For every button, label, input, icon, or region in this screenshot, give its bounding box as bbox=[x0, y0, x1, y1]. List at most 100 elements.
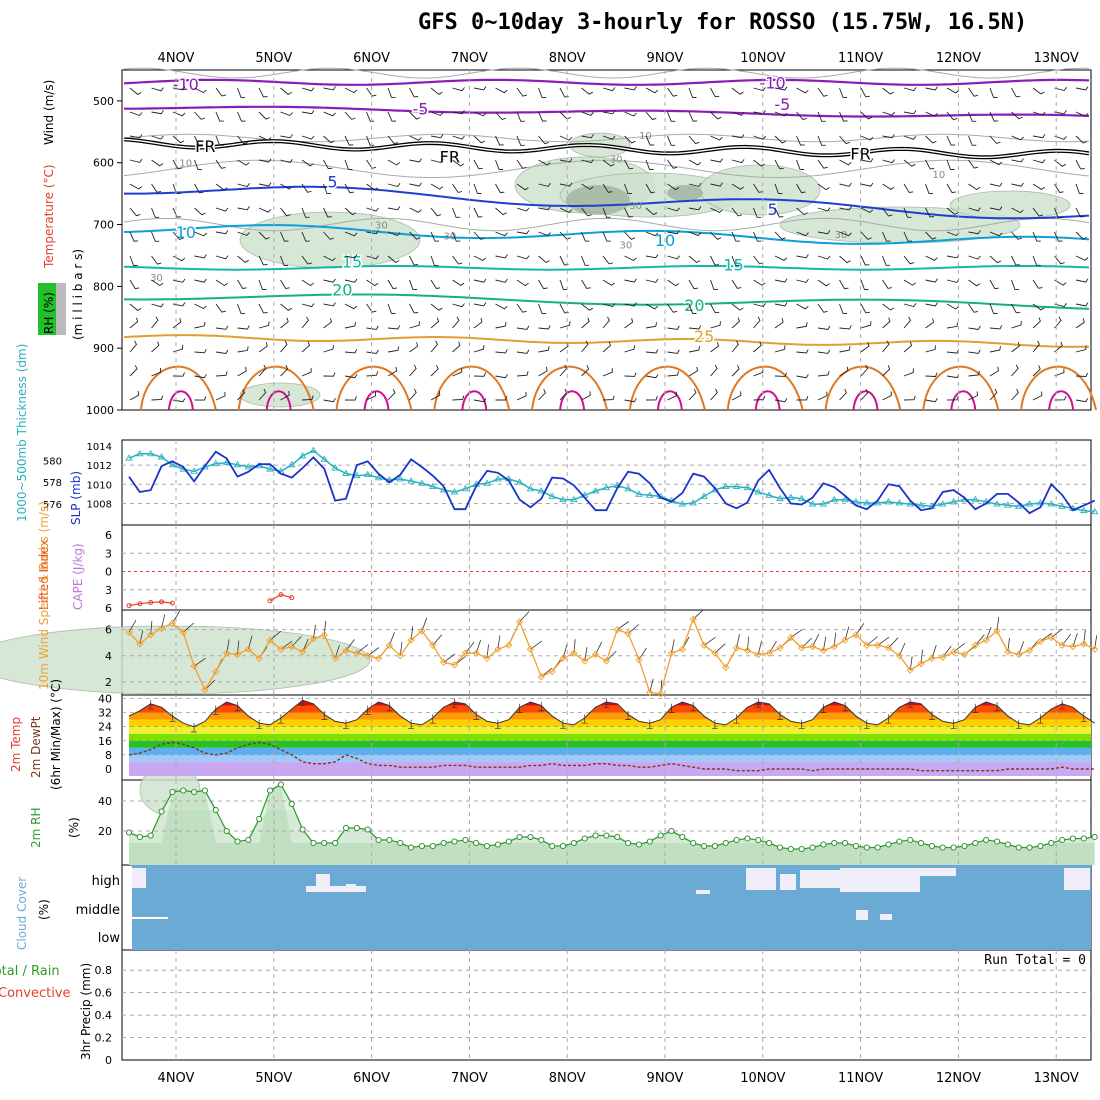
wind-barb bbox=[366, 325, 379, 330]
wind-barb bbox=[516, 391, 527, 401]
wind10-marker bbox=[841, 636, 849, 644]
wind-barb bbox=[280, 183, 293, 190]
wind-barb bbox=[129, 279, 140, 290]
temp-band bbox=[129, 761, 1091, 776]
wind10-marker bbox=[635, 656, 643, 664]
wind-barb bbox=[473, 183, 482, 194]
wind-barb bbox=[925, 135, 937, 144]
temp-band bbox=[129, 705, 1091, 713]
wind-barb bbox=[215, 230, 229, 235]
wind10-marker bbox=[700, 641, 708, 649]
thickness-marker bbox=[374, 473, 383, 481]
wind-barb bbox=[796, 231, 809, 237]
wind-barb bbox=[817, 255, 831, 260]
wind-barb bbox=[667, 135, 676, 146]
wind-barb bbox=[301, 255, 312, 265]
rh2m-marker bbox=[581, 835, 588, 842]
wind10-marker bbox=[971, 641, 979, 649]
temp-contour-30 bbox=[824, 365, 902, 411]
precip-tick-label: 0.6 bbox=[95, 987, 113, 1000]
wind-barb bbox=[839, 135, 850, 145]
cloud-unit-label: (%) bbox=[37, 899, 51, 920]
wind-barb bbox=[344, 231, 358, 237]
wind-barb bbox=[925, 231, 937, 240]
cloud-gap bbox=[920, 868, 956, 876]
wind-barb bbox=[452, 207, 461, 218]
wind10-marker bbox=[787, 633, 795, 642]
wind-barb bbox=[387, 111, 397, 122]
wind-barb bbox=[968, 230, 981, 235]
temp-tick-label: 40 bbox=[98, 693, 112, 706]
cloud-gap bbox=[1064, 868, 1090, 890]
chart-title: GFS 0~10day 3-hourly for ROSSO (15.75W, … bbox=[418, 10, 1028, 35]
wind-barb bbox=[903, 183, 914, 193]
wind10-marker bbox=[288, 642, 296, 651]
wind-barb bbox=[989, 366, 1000, 377]
wind-axis-label: Wind (m/s) bbox=[42, 80, 56, 145]
rh2m-marker bbox=[668, 827, 675, 835]
wind-barb bbox=[1054, 279, 1067, 286]
wind10-marker bbox=[754, 650, 762, 659]
minmax-bar bbox=[256, 719, 263, 729]
thickness-marker bbox=[537, 487, 546, 494]
rh-contour-label: 30 bbox=[375, 221, 388, 232]
wind-barb bbox=[194, 159, 202, 170]
thickness-marker bbox=[895, 499, 904, 506]
rh2m-marker bbox=[494, 841, 501, 848]
wind10-marker bbox=[667, 649, 676, 657]
wind-barb bbox=[1032, 279, 1043, 289]
wind-barb bbox=[753, 231, 762, 242]
wind-barb bbox=[989, 87, 998, 98]
wind-barb bbox=[258, 321, 270, 329]
minmax-bar bbox=[950, 719, 957, 729]
wind-barb bbox=[731, 159, 745, 164]
wind-barb bbox=[903, 341, 913, 353]
rh2m-marker bbox=[418, 842, 426, 850]
pressure-tick-label: 600 bbox=[93, 157, 114, 170]
wind-barb bbox=[323, 255, 336, 262]
wind-barb bbox=[796, 87, 809, 94]
thickness-marker bbox=[646, 491, 654, 498]
wind-barb bbox=[796, 159, 805, 170]
wind-barb bbox=[452, 395, 465, 401]
wind-barb bbox=[903, 395, 916, 401]
wind-barb bbox=[495, 231, 508, 237]
pressure-tick-label: 800 bbox=[93, 280, 114, 293]
rh-contour-label: 10 bbox=[179, 159, 192, 170]
wind-barb bbox=[495, 303, 508, 310]
dewpt-axis-label: 2m DewPt bbox=[29, 716, 43, 778]
wind-barb bbox=[215, 183, 228, 191]
wind-barb bbox=[538, 206, 551, 211]
contour-label: 5 bbox=[327, 172, 337, 191]
cloud-gap bbox=[800, 870, 840, 888]
wind-barb bbox=[839, 206, 852, 211]
wind-barb bbox=[323, 344, 334, 353]
thickness-marker bbox=[808, 500, 817, 507]
lifted-axis-label: Lifted Index bbox=[37, 539, 51, 610]
wind-barb bbox=[151, 341, 160, 353]
wind10-marker bbox=[917, 659, 925, 668]
wind-barb bbox=[495, 135, 504, 146]
wind-barb bbox=[452, 279, 465, 286]
temp-band bbox=[129, 747, 1091, 755]
wind-barb bbox=[280, 391, 290, 401]
temp-band bbox=[129, 712, 1091, 720]
wind-barb bbox=[602, 135, 616, 140]
temp-tick-label: 32 bbox=[98, 707, 112, 720]
wind10-marker bbox=[255, 654, 263, 663]
wind-barb bbox=[301, 316, 309, 329]
thickness-marker bbox=[483, 479, 491, 486]
wind-barb bbox=[495, 374, 508, 379]
wind-barb bbox=[1011, 303, 1021, 314]
wind-barb bbox=[1054, 255, 1065, 265]
wind-barb bbox=[473, 135, 486, 144]
wind10-marker bbox=[374, 654, 383, 663]
wind-barb bbox=[710, 135, 723, 141]
wind-barb bbox=[817, 391, 828, 401]
rh-shade-dark bbox=[566, 185, 630, 215]
wind-barb bbox=[172, 207, 182, 218]
wind-barb bbox=[473, 345, 485, 353]
wind-barb bbox=[538, 231, 551, 237]
wind-barb bbox=[624, 135, 636, 144]
temp-contour-30 bbox=[726, 365, 804, 411]
